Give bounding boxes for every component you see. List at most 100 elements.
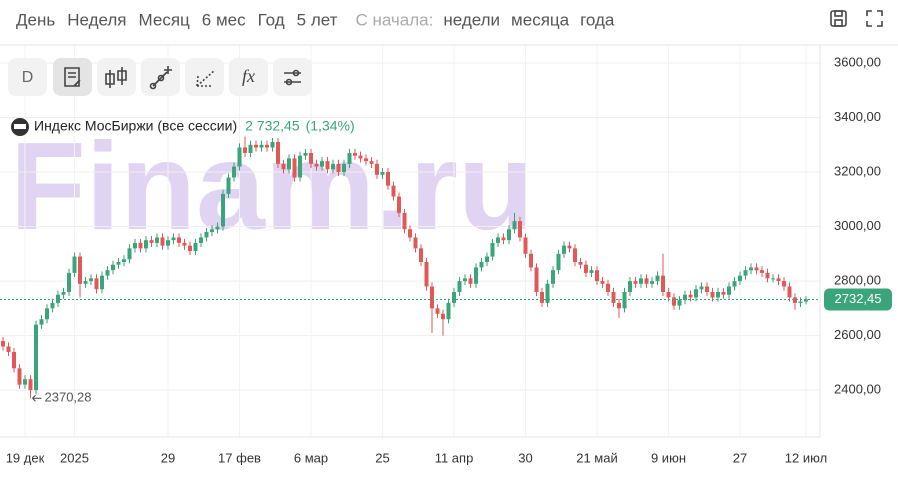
candle-body — [617, 302, 621, 309]
candle-body — [545, 283, 550, 303]
candle-body — [556, 253, 561, 271]
candle-body — [287, 158, 291, 170]
period-button[interactable]: Месяц — [139, 10, 191, 29]
x-tick-label: 19 дек — [6, 450, 45, 465]
candle-body — [452, 291, 456, 303]
candle-body — [166, 240, 170, 246]
candle-body — [182, 242, 187, 246]
tool-button[interactable] — [185, 58, 224, 96]
tool-button[interactable] — [141, 58, 180, 96]
fullscreen-icon[interactable] — [866, 10, 883, 27]
candle-body — [529, 253, 533, 268]
candle-body — [738, 275, 742, 282]
candle-body — [435, 308, 440, 314]
candle-body — [419, 248, 423, 262]
candle-body — [259, 144, 264, 148]
candle-body — [639, 278, 643, 284]
candle-body — [710, 291, 715, 298]
x-tick-label: 17 фев — [218, 450, 261, 465]
candle-body — [694, 289, 698, 298]
tool-button[interactable] — [97, 58, 136, 96]
candle-body — [688, 294, 693, 298]
since-button[interactable]: месяца — [511, 10, 570, 29]
candle-body — [518, 221, 522, 238]
candle-body — [611, 291, 616, 303]
candle-body — [424, 261, 429, 287]
instrument-icon-mark — [14, 124, 26, 129]
candle-body — [353, 152, 357, 156]
candle-body — [776, 278, 781, 282]
candle-body — [364, 158, 368, 162]
tool-button[interactable] — [273, 58, 312, 96]
candle-body — [292, 158, 297, 178]
candle-body — [72, 256, 77, 273]
period-button[interactable]: 5 лет — [297, 10, 338, 29]
candle-body — [606, 283, 610, 292]
candle-body — [584, 264, 588, 273]
candle-body — [369, 161, 374, 164]
min-label: 2370,28 — [45, 390, 92, 405]
candle-body — [468, 278, 473, 284]
candle-body — [534, 267, 539, 292]
tool-button[interactable] — [229, 58, 268, 96]
candle-body — [474, 267, 478, 284]
candle-body — [155, 237, 159, 243]
tool-button[interactable] — [8, 58, 47, 96]
since-button[interactable]: года — [580, 10, 615, 29]
x-tick-label: 29 — [161, 450, 175, 465]
candle-body — [12, 351, 16, 369]
candle-body — [309, 152, 313, 164]
x-tick-label: 21 май — [576, 450, 618, 465]
candle-body — [243, 147, 247, 153]
candle-body — [50, 302, 55, 309]
y-tick-label: 2600,00 — [834, 327, 881, 342]
candle-body — [122, 259, 126, 262]
candle-body — [633, 281, 638, 284]
period-button[interactable]: 6 мес — [202, 10, 246, 29]
candle-body — [100, 275, 104, 290]
period-button[interactable]: Неделя — [67, 10, 126, 29]
candle-body — [127, 248, 132, 260]
y-tick-label: 3400,00 — [834, 109, 881, 124]
watermark: Finam.ru — [10, 118, 534, 256]
candle-body — [589, 270, 594, 273]
candle-body — [787, 286, 792, 298]
candle-body — [408, 229, 412, 238]
x-tick-label: 6 мар — [294, 450, 328, 465]
candle-body — [798, 301, 803, 303]
x-tick-label: 25 — [375, 450, 389, 465]
candle-body — [380, 172, 385, 175]
candle-body — [402, 212, 407, 230]
candle-body — [303, 152, 308, 156]
candle-body — [105, 270, 110, 276]
candle-body — [666, 291, 671, 298]
candle-body — [78, 256, 82, 284]
candle-body — [34, 324, 38, 391]
candle-body — [743, 270, 748, 276]
candle-body — [270, 142, 275, 148]
last-price-label: 2732,45 — [835, 291, 882, 306]
candle-body — [501, 237, 506, 241]
candle-body — [111, 264, 115, 271]
period-button[interactable]: Год — [258, 10, 285, 29]
candle-body — [457, 281, 462, 292]
candle-body — [133, 242, 137, 249]
candle-body — [23, 379, 27, 385]
candle-body — [17, 368, 22, 385]
y-tick-label: 3000,00 — [834, 218, 881, 233]
x-tick-label: 27 — [733, 450, 747, 465]
period-button[interactable]: День — [16, 10, 55, 29]
save-icon[interactable] — [830, 10, 847, 27]
since-button[interactable]: недели — [443, 10, 500, 29]
candle-body — [177, 237, 181, 243]
candle-body — [94, 278, 99, 290]
candle-body — [485, 256, 489, 262]
candle-body — [672, 297, 676, 306]
y-tick-label: 2800,00 — [834, 273, 881, 288]
candle-body — [551, 270, 555, 284]
interval-button-label: D — [22, 69, 34, 86]
candle-body — [628, 281, 632, 292]
candle-body — [578, 261, 583, 265]
candle-body — [232, 166, 236, 178]
candle-body — [496, 237, 500, 243]
